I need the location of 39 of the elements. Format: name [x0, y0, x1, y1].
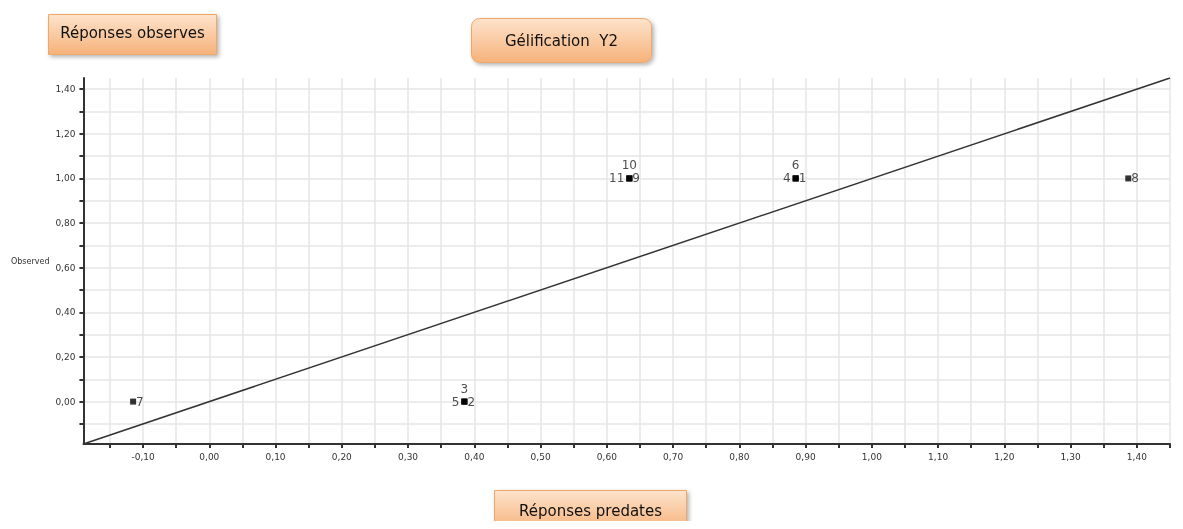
x-tick-label: -0,10	[131, 451, 155, 462]
x-tick-label: 0,70	[663, 451, 684, 462]
x-axis-title: Réponses predates	[518, 501, 663, 520]
y-tick-label: 0,20	[55, 351, 76, 362]
annotation: 9	[632, 171, 640, 186]
x-tick-label: 1,10	[928, 451, 949, 462]
x-tick-label: 0,50	[530, 451, 551, 462]
x-tick-label: 0,60	[596, 451, 618, 462]
x-tick-label: 1,30	[1060, 451, 1081, 462]
annotation: 1	[798, 171, 807, 186]
x-tick-label: 0,80	[729, 451, 750, 462]
y-axis-title: Observed	[10, 256, 50, 266]
x-tick-label: 0,20	[331, 451, 353, 462]
x-tick-label: 0,40	[464, 451, 485, 462]
text: Réponses observes	[60, 23, 205, 42]
x-tick-label: 0,10	[265, 451, 286, 462]
x-tick-label: 0,30	[398, 451, 419, 462]
annotation: 10	[621, 158, 637, 173]
annotation: 4	[783, 171, 791, 186]
x-tick-label: 1,00	[861, 451, 883, 462]
y-tick-label: 1,40	[55, 84, 76, 95]
annotation: 11	[609, 171, 625, 186]
annotation: 7	[136, 394, 144, 409]
annotation: 8	[1131, 171, 1139, 186]
y-tick-label: 0,80	[55, 218, 76, 229]
y-tick-label: 1,00	[55, 173, 76, 184]
y-tick-label: 0,40	[55, 307, 76, 318]
annotation: 3	[460, 381, 469, 396]
x-tick-label: 0,00	[199, 451, 220, 462]
chart-title: Gélification Y2	[504, 31, 619, 50]
annotation: 2	[467, 394, 476, 409]
x-tick-label: 1,20	[994, 451, 1015, 462]
annotation: 6	[791, 158, 800, 173]
x-tick-label: 0,90	[795, 451, 816, 462]
annotation: 5	[451, 394, 460, 409]
y-tick-label: 1,20	[55, 128, 76, 139]
x-tick-label: 1,40	[1126, 451, 1148, 462]
y-tick-label: 0,60	[55, 262, 76, 273]
y-tick-label: 0,00	[55, 396, 76, 407]
